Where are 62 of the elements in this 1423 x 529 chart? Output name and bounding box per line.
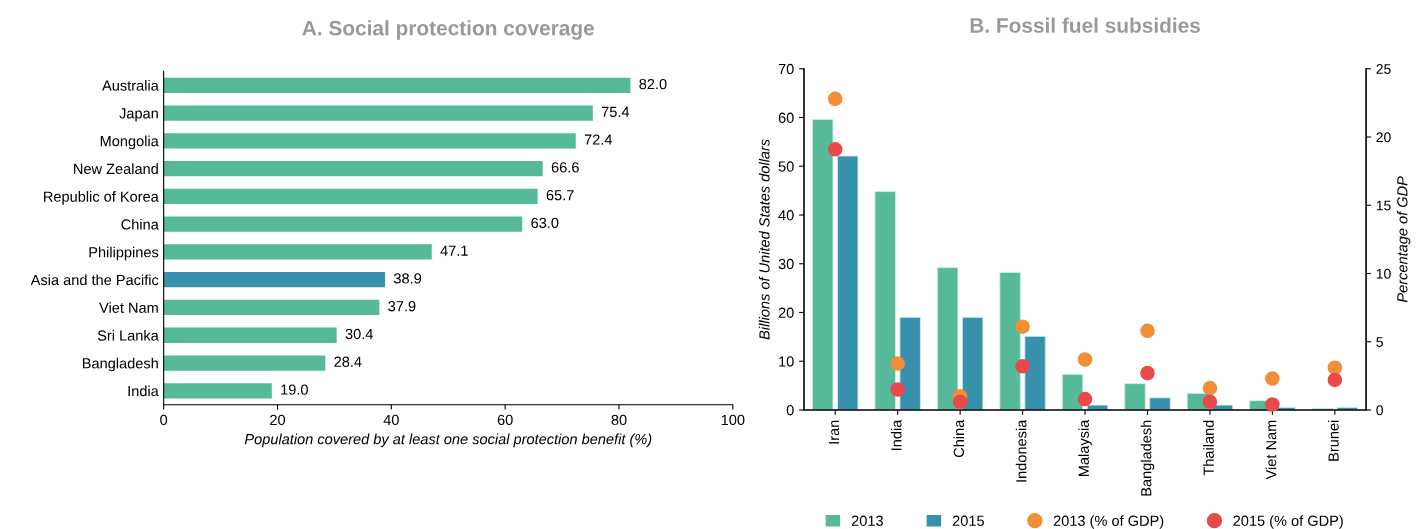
- data-label: 82.0: [639, 78, 667, 90]
- y-tick-label: 0: [786, 405, 794, 416]
- data-label: 63.0: [531, 217, 559, 229]
- y-tick-label: China: [121, 218, 159, 230]
- data-label: 38.9: [393, 273, 422, 284]
- legend-label: 2013: [851, 515, 883, 526]
- data-label: 28.4: [334, 356, 362, 367]
- y-tick-label: 60: [778, 112, 794, 123]
- x-tick-label: 20: [270, 414, 286, 426]
- y-tick-label: Viet Nam: [99, 302, 158, 313]
- x-tick-label: 0: [160, 414, 168, 426]
- x-tick-label: 80: [611, 414, 627, 426]
- y-tick-label: Australia: [102, 80, 159, 91]
- y-tick-label: 30: [778, 258, 794, 270]
- y-tick-label: Sri Lanka: [97, 329, 159, 341]
- chart-title: A. Social protection coverage: [302, 20, 594, 40]
- y-tick-label: Republic of Korea: [44, 191, 159, 205]
- legend-label: 2015: [952, 515, 984, 526]
- y2-axis-title: Percentage of GDP: [1396, 176, 1411, 303]
- y-tick-label: 10: [779, 356, 794, 367]
- data-label: 65.7: [546, 189, 574, 201]
- legend-label: 2015 (% of GDP): [1233, 515, 1343, 529]
- chart-title: B. Fossil fuel subsidies: [970, 17, 1200, 33]
- x-tick-label: China: [953, 419, 965, 458]
- legend-label: 2013 (% of GDP): [1053, 515, 1164, 529]
- y2-tick-label: 10: [1376, 268, 1391, 279]
- data-label: 75.4: [601, 106, 630, 117]
- x-tick-label: Brunei: [1328, 420, 1339, 461]
- y-tick-label: India: [128, 385, 159, 397]
- y-tick-label: Mongolia: [100, 135, 159, 150]
- y-tick-label: Japan: [119, 108, 158, 122]
- y-tick-label: Bangladesh: [82, 357, 158, 372]
- y2-tick-label: 25: [1376, 64, 1391, 74]
- y-tick-label: 20: [778, 307, 794, 318]
- x-tick-label: Bangladesh: [1140, 420, 1155, 496]
- x-tick-label: Malaysia: [1078, 419, 1092, 477]
- y-tick-label: 50: [778, 161, 794, 172]
- x-tick-label: Viet Nam: [1265, 420, 1277, 480]
- y2-tick-label: 0: [1376, 405, 1383, 416]
- x-axis-title: Population covered by at least one social protection benefit (%): [244, 433, 652, 448]
- x-tick-label: Thailand: [1203, 420, 1214, 476]
- x-tick-label: 60: [497, 414, 513, 426]
- x-tick-label: 100: [721, 414, 745, 426]
- y2-tick-label: 20: [1376, 132, 1391, 143]
- y-tick-label: Philippines: [89, 246, 159, 261]
- data-label: 72.4: [584, 134, 613, 145]
- x-tick-label: India: [890, 419, 902, 450]
- y-tick-label: New Zealand: [74, 163, 158, 175]
- data-label: 30.4: [345, 328, 373, 340]
- x-tick-label: Indonesia: [1015, 419, 1027, 482]
- y-tick-label: Asia and the Pacific: [30, 274, 159, 286]
- y-axis-title: Billions of United States dollars: [758, 139, 770, 340]
- x-tick-label: 40: [383, 414, 399, 426]
- y2-tick-label: 5: [1376, 337, 1383, 347]
- y2-tick-label: 15: [1376, 200, 1391, 211]
- y-tick-label: 70: [778, 63, 794, 75]
- y-tick-label: 40: [778, 210, 794, 221]
- data-label: 37.9: [388, 301, 416, 312]
- data-label: 47.1: [440, 245, 468, 256]
- data-label: 19.0: [281, 384, 308, 395]
- x-tick-label: Iran: [828, 420, 840, 444]
- data-label: 66.6: [551, 162, 579, 173]
